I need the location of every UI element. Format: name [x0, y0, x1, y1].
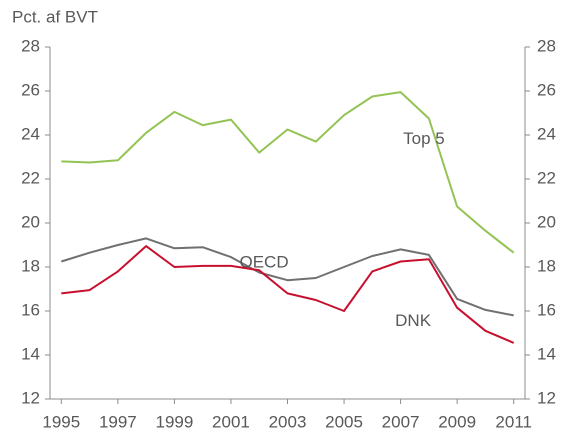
series-label: DNK: [395, 311, 432, 330]
x-tick-label: 2009: [438, 412, 476, 431]
y-tick-label: 22: [21, 168, 40, 187]
y2-tick-label: 28: [537, 36, 556, 55]
x-tick-label: 2003: [269, 412, 307, 431]
x-tick-label: 2011: [495, 412, 532, 431]
x-tick-label: 1999: [155, 412, 193, 431]
series-line: [61, 245, 515, 344]
x-tick-label: 1995: [42, 412, 80, 431]
x-tick-label: 1997: [99, 412, 137, 431]
series-label: Top 5: [403, 129, 445, 148]
y-tick-label: 20: [21, 212, 40, 231]
y-tick-label: 12: [21, 388, 40, 407]
y-tick-label: 18: [21, 256, 40, 275]
y-axis-label: Pct. af BVT: [12, 7, 98, 26]
x-tick-label: 2001: [212, 412, 250, 431]
y2-tick-label: 20: [537, 212, 556, 231]
y2-tick-label: 18: [537, 256, 556, 275]
y2-tick-label: 22: [537, 168, 556, 187]
y2-tick-label: 24: [537, 124, 556, 143]
series-line: [61, 237, 514, 317]
y-tick-label: 16: [21, 300, 40, 319]
series-line: [61, 91, 515, 254]
y2-tick-label: 14: [537, 344, 556, 363]
y2-tick-label: 26: [537, 80, 556, 99]
y-tick-label: 14: [21, 344, 40, 363]
y-tick-label: 26: [21, 80, 40, 99]
x-tick-label: 2005: [325, 412, 363, 431]
y2-tick-label: 12: [537, 388, 556, 407]
y-tick-label: 24: [21, 124, 40, 143]
series-label: OECD: [240, 253, 289, 272]
y-tick-label: 28: [21, 36, 40, 55]
y2-tick-label: 16: [537, 300, 556, 319]
x-tick-label: 2007: [382, 412, 420, 431]
